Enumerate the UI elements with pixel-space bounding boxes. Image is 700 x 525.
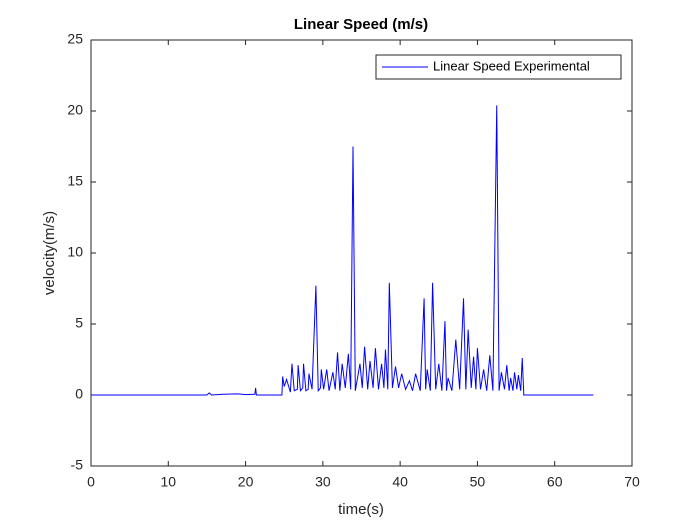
x-tick-label: 50 bbox=[470, 474, 486, 490]
y-tick-label: 25 bbox=[67, 31, 83, 47]
y-tick-label: 15 bbox=[67, 173, 83, 189]
x-tick-label: 60 bbox=[547, 474, 563, 490]
x-tick-label: 40 bbox=[392, 474, 408, 490]
y-tick-label: 20 bbox=[67, 102, 83, 118]
y-tick-label: 0 bbox=[75, 386, 83, 402]
y-axis-label: velocity(m/s) bbox=[41, 211, 58, 295]
y-tick-label: -5 bbox=[71, 457, 84, 473]
x-tick-label: 30 bbox=[315, 474, 331, 490]
x-tick-label: 20 bbox=[238, 474, 254, 490]
y-tick-label: 5 bbox=[75, 315, 83, 331]
x-tick-label: 0 bbox=[87, 474, 95, 490]
y-tick-label: 10 bbox=[67, 244, 83, 260]
x-axis-label: time(s) bbox=[338, 501, 384, 518]
data-line bbox=[91, 105, 594, 396]
plot-box bbox=[90, 39, 633, 467]
legend-label: Linear Speed Experimental bbox=[433, 58, 590, 73]
x-tick-label: 10 bbox=[160, 474, 176, 490]
x-tick-label: 70 bbox=[624, 474, 640, 490]
chart-title: Linear Speed (m/s) bbox=[294, 16, 428, 33]
